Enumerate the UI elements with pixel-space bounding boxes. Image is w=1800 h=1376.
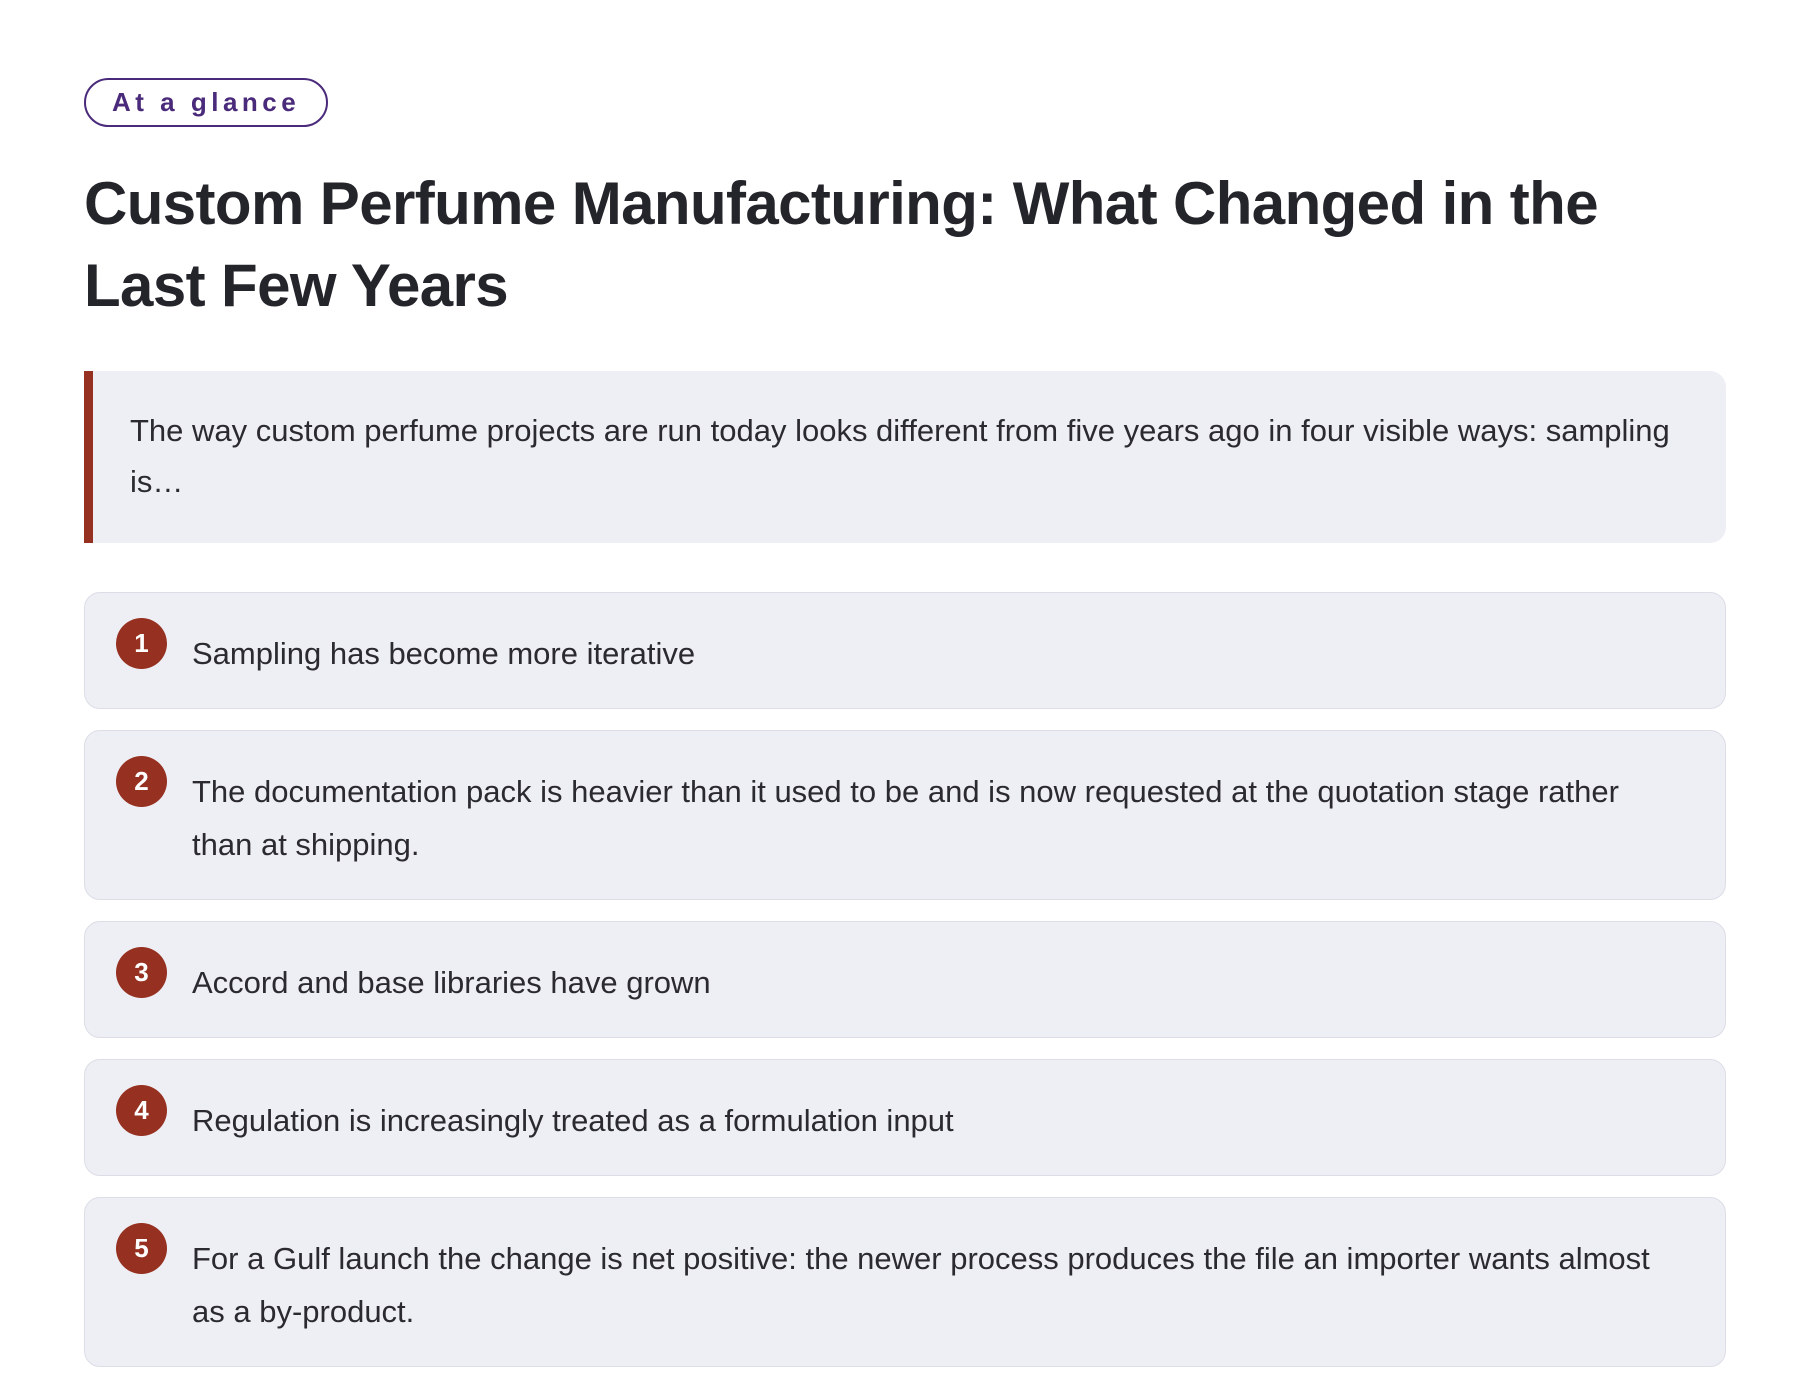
list-item: 4 Regulation is increasingly treated as …	[84, 1059, 1726, 1176]
summary-callout: The way custom perfume projects are run …	[84, 371, 1726, 543]
number-badge: 1	[116, 618, 167, 669]
list-item: 2 The documentation pack is heavier than…	[84, 730, 1726, 900]
number-badge: 5	[116, 1223, 167, 1274]
article: At a glance Custom Perfume Manufacturing…	[84, 78, 1726, 1367]
list-item-text: The documentation pack is heavier than i…	[192, 774, 1619, 862]
list-item: 5 For a Gulf launch the change is net po…	[84, 1197, 1726, 1367]
key-points-list: 1 Sampling has become more iterative 2 T…	[84, 592, 1726, 1367]
number-badge: 2	[116, 756, 167, 807]
list-item-text: Regulation is increasingly treated as a …	[192, 1103, 954, 1138]
list-item-text: Sampling has become more iterative	[192, 636, 696, 671]
list-item-text: For a Gulf launch the change is net posi…	[192, 1241, 1650, 1329]
number-badge: 4	[116, 1085, 167, 1136]
summary-text: The way custom perfume projects are run …	[130, 413, 1670, 499]
list-item-text: Accord and base libraries have grown	[192, 965, 711, 1000]
list-item: 1 Sampling has become more iterative	[84, 592, 1726, 709]
at-a-glance-badge: At a glance	[84, 78, 329, 127]
page-title: Custom Perfume Manufacturing: What Chang…	[84, 170, 1599, 319]
list-item: 3 Accord and base libraries have grown	[84, 921, 1726, 1038]
number-badge: 3	[116, 947, 167, 998]
